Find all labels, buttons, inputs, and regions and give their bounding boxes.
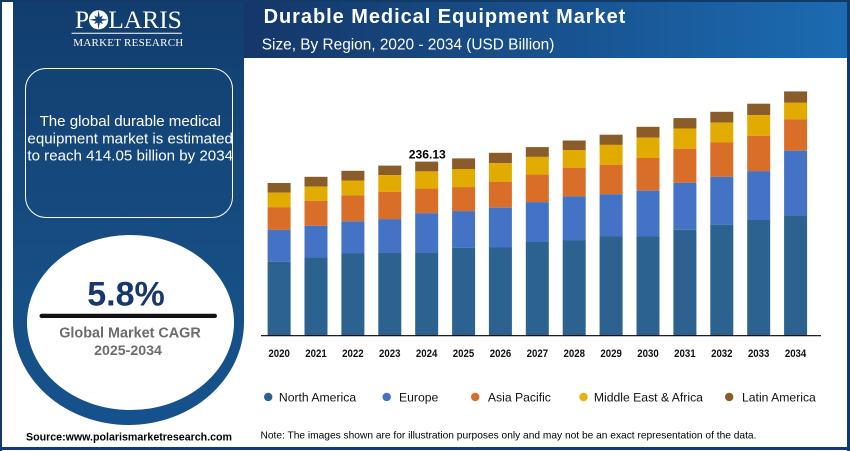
svg-text:Middle East & Africa: Middle East & Africa	[594, 390, 703, 404]
svg-text:2024: 2024	[416, 347, 438, 360]
svg-text:North America: North America	[279, 390, 356, 404]
svg-text:2029: 2029	[600, 347, 622, 360]
svg-text:Asia Pacific: Asia Pacific	[488, 390, 551, 404]
svg-text:Europe: Europe	[399, 390, 439, 404]
svg-text:2026: 2026	[490, 347, 512, 360]
svg-text:2025-2034: 2025-2034	[94, 343, 162, 359]
svg-text:2028: 2028	[563, 347, 585, 360]
svg-text:2034: 2034	[785, 347, 807, 360]
svg-text:2020: 2020	[268, 347, 290, 360]
svg-text:Global Market CAGR: Global Market CAGR	[59, 325, 201, 341]
svg-text:5.8%: 5.8%	[87, 276, 165, 314]
svg-text:Note: The images shown are for: Note: The images shown are for illustrat…	[261, 431, 757, 442]
svg-text:The global durable medical: The global durable medical	[40, 113, 221, 130]
svg-text:to reach 414.05 billion by 203: to reach 414.05 billion by 2034	[27, 148, 233, 165]
svg-text:Size, By Region, 2020 - 2034 (: Size, By Region, 2020 - 2034 (USD Billio…	[262, 37, 555, 54]
svg-text:P: P	[75, 5, 89, 34]
svg-text:2033: 2033	[748, 347, 770, 360]
svg-text:2025: 2025	[453, 347, 475, 360]
svg-text:Source:www.polarismarketresear: Source:www.polarismarketresearch.com	[26, 431, 232, 443]
svg-text:2021: 2021	[305, 347, 327, 360]
svg-text:LARIS: LARIS	[108, 5, 182, 34]
svg-text:2030: 2030	[637, 347, 659, 360]
svg-text:MARKET RESEARCH: MARKET RESEARCH	[73, 37, 183, 49]
svg-text:Durable Medical Equipment Mark: Durable Medical Equipment Market	[264, 6, 627, 28]
svg-text:Latin America: Latin America	[742, 390, 816, 404]
svg-text:2027: 2027	[527, 347, 549, 360]
svg-text:2023: 2023	[379, 347, 401, 360]
svg-text:2031: 2031	[674, 347, 696, 360]
svg-text:2032: 2032	[711, 347, 733, 360]
svg-text:equipment market is estimated: equipment market is estimated	[27, 130, 233, 147]
svg-text:236.13: 236.13	[409, 148, 446, 162]
svg-text:2022: 2022	[342, 347, 364, 360]
